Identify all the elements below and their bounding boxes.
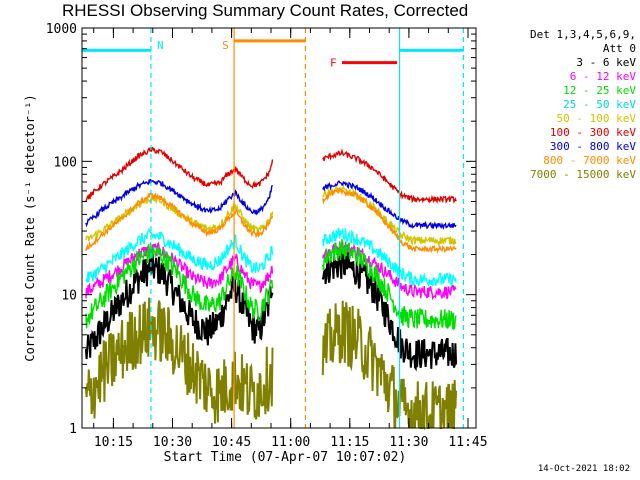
flare-marker-label: F [330,57,337,70]
series-line [85,238,457,331]
x-tick-label: 10:45 [212,435,251,450]
series-line [84,248,458,372]
x-axis-label: Start Time (07-Apr-07 10:07:02) [164,450,407,465]
legend-attenuator: Att 0 [602,42,636,55]
x-tick-label: 11:30 [389,435,428,450]
legend-entry: 25 - 50 keV [563,98,636,111]
legend-detectors: Det 1,3,4,5,6,9, [530,28,636,41]
series-line [85,227,457,288]
x-tick-label: 10:15 [94,435,133,450]
legend-entry: 3 - 6 keV [576,56,636,69]
x-tick-label: 11:15 [330,435,369,450]
y-tick-label: 1 [69,422,77,437]
chart-title: RHESSI Observing Summary Count Rates, Co… [62,1,469,20]
generation-timestamp: 14-Oct-2021 18:02 [537,464,630,474]
legend-entry: 100 - 300 keV [549,126,636,139]
saa-marker-label: S [222,39,229,52]
y-axis-label: Corrected Count Rate (s⁻¹ detector⁻¹) [23,94,37,361]
legend: Det 1,3,4,5,6,9, Att 0 3 - 6 keV 6 - 12 k… [476,28,636,182]
series-line [85,146,457,205]
legend-entry: 7000 - 15000 keV [530,168,636,181]
x-tick-label: 11:45 [448,435,487,450]
x-tick-label: 10:30 [153,435,192,450]
y-tick-label: 1000 [46,22,77,37]
legend-entries: 3 - 6 keV 6 - 12 keV 12 - 25 keV 25 - 50 ke… [476,56,636,182]
x-tick-label: 11:00 [271,435,310,450]
plot-frame [81,27,477,429]
series-line [85,187,457,254]
legend-entry: 50 - 100 keV [556,112,636,125]
legend-entry: 12 - 25 keV [563,84,636,97]
night-marker-label: N [157,39,164,52]
series-line [84,297,458,431]
y-tick-label: 100 [54,155,77,170]
legend-entry: 800 - 7000 keV [543,154,636,167]
legend-entry: 300 - 800 keV [549,140,636,153]
legend-entry: 6 - 12 keV [569,70,636,83]
y-tick-label: 10 [61,289,77,304]
series-line [85,178,457,231]
